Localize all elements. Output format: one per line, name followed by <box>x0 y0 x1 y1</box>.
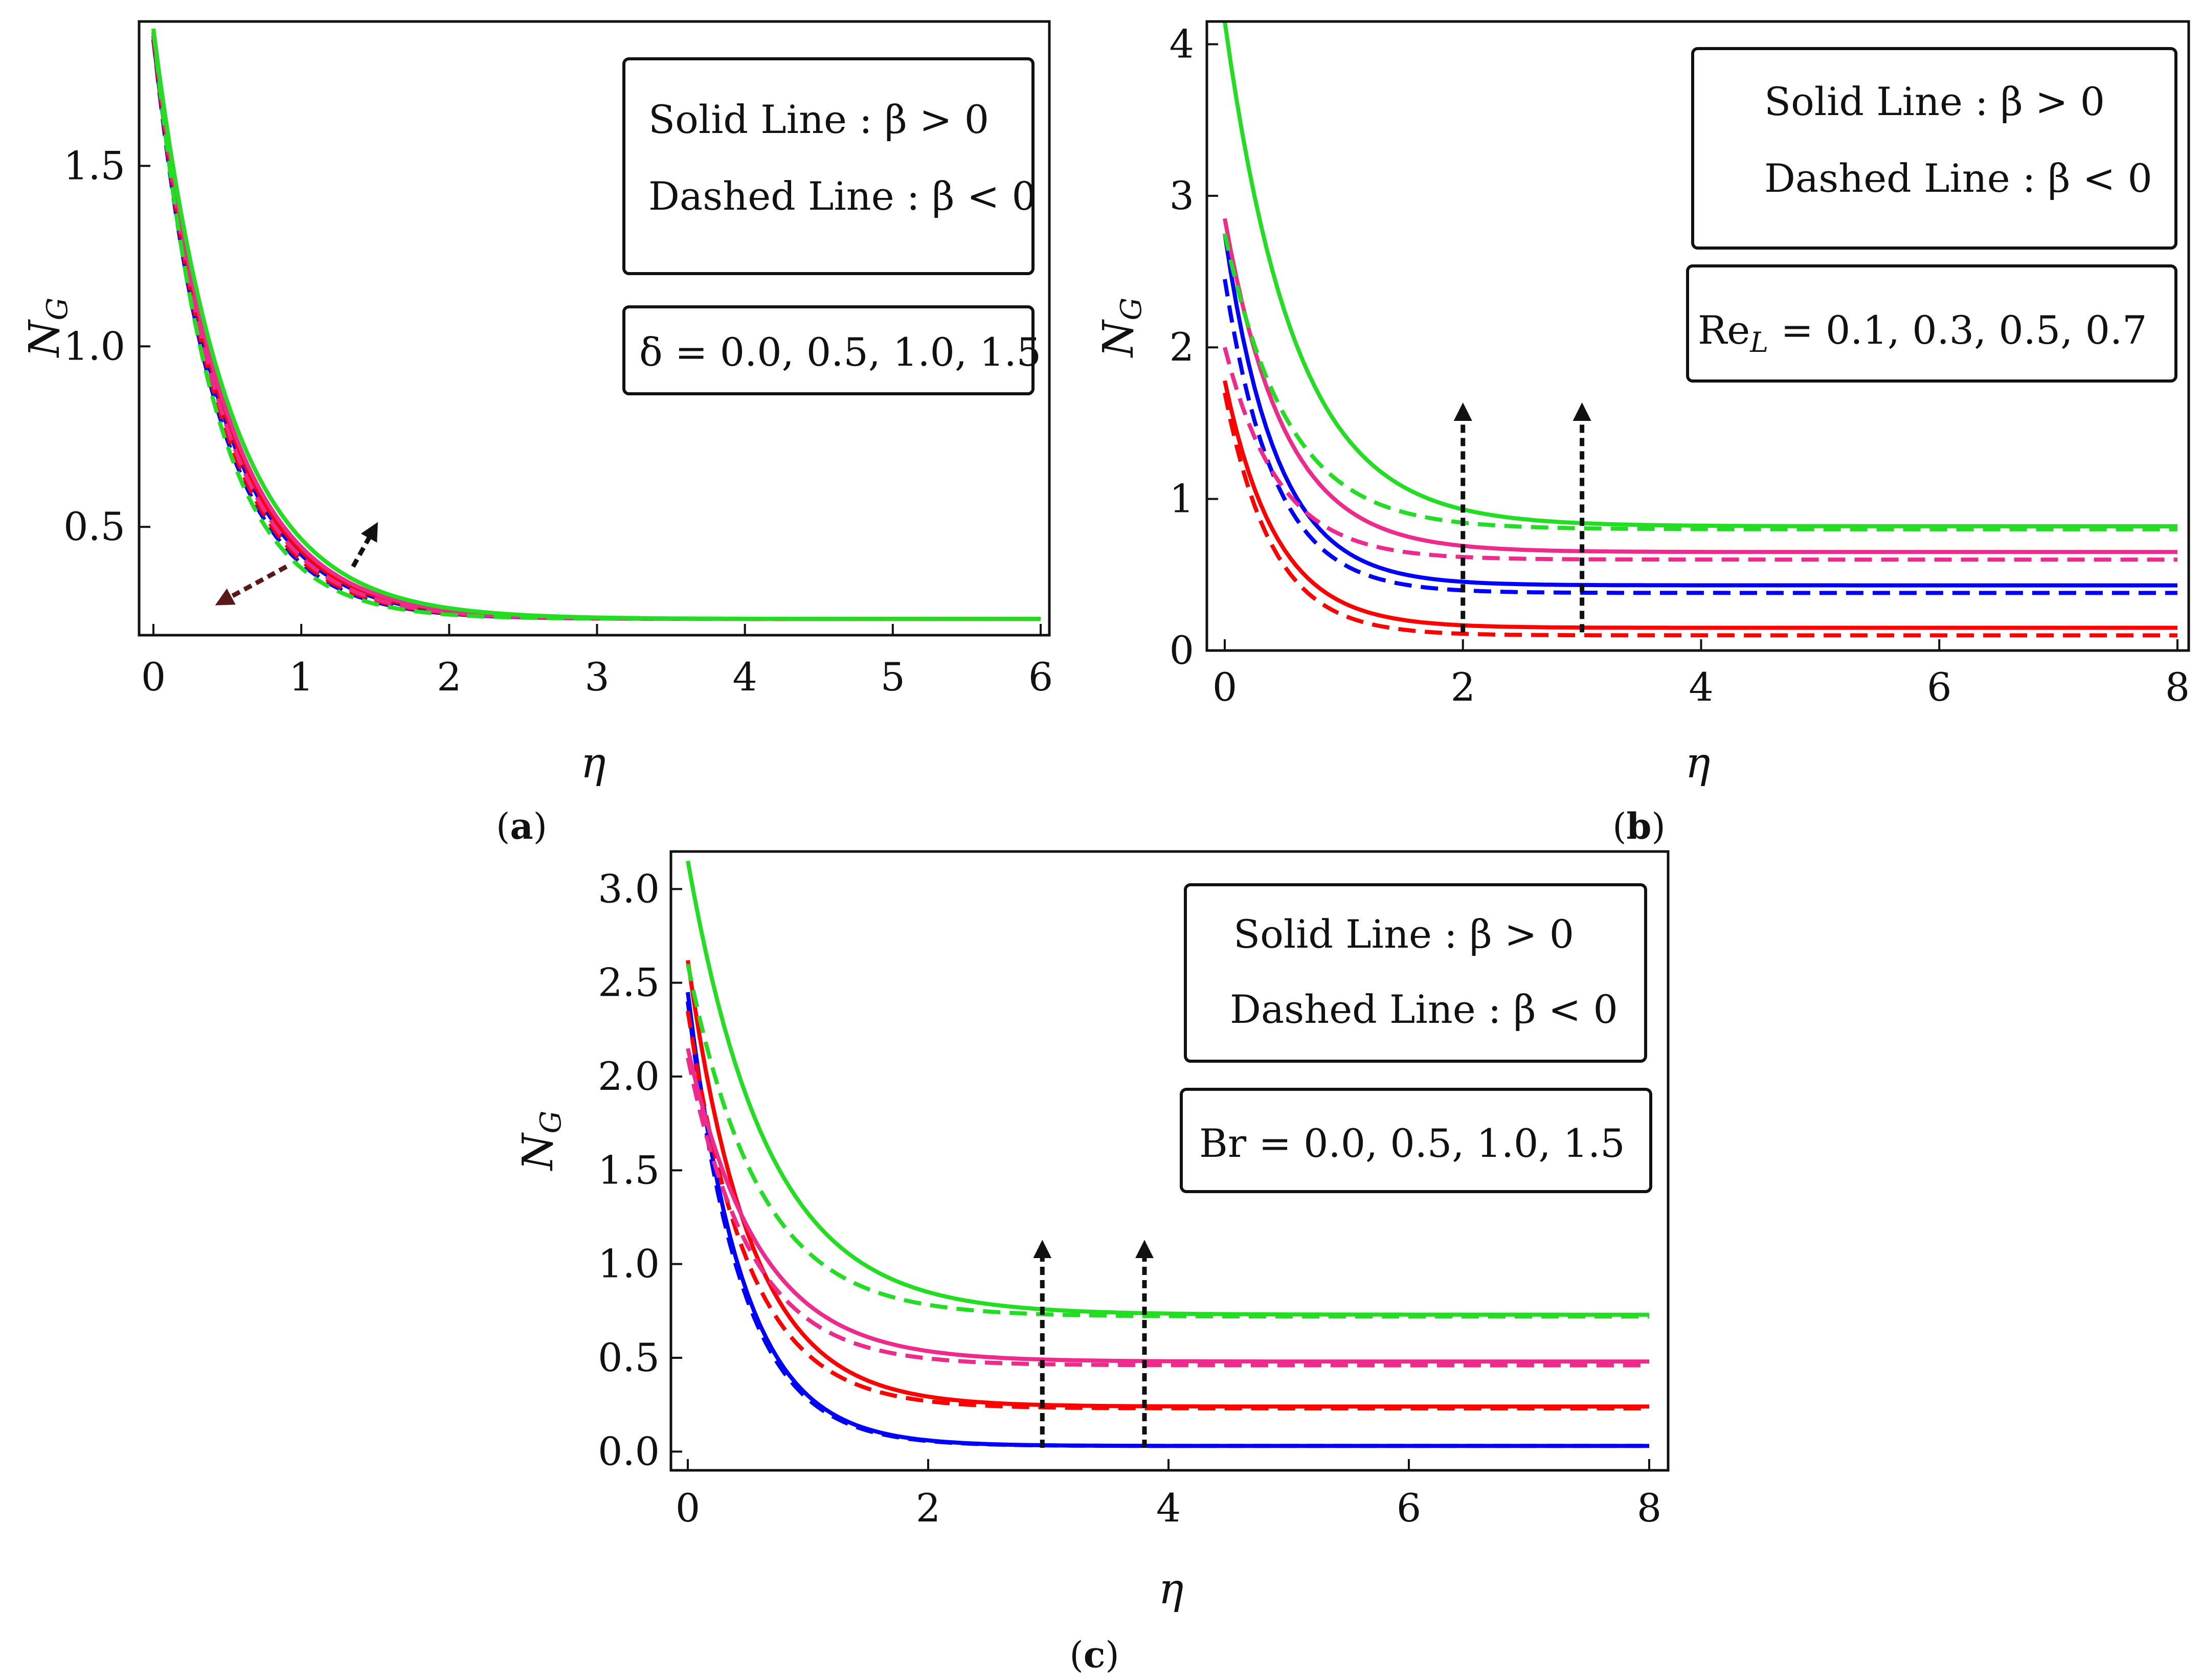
series-layer-a <box>151 28 1041 621</box>
series-line-b-solid <box>1223 218 2177 554</box>
chart-panel-a: 0 1 2 3 4 5 6 0.5 1.0 1.5 η NG Solid Line : β > 0… <box>20 20 1053 847</box>
x-tick-label-a: 4 <box>732 654 757 700</box>
legend-dashed-b: Dashed Line : β < 0 <box>1764 155 2152 201</box>
series-layer-b <box>1223 21 2177 638</box>
arrow-layer-c <box>1033 1240 1154 1448</box>
y-tick-label-b: 3 <box>1170 173 1194 218</box>
legend-solid-c: Solid Line : β > 0 <box>1233 911 1574 957</box>
y-tick-label-b: 4 <box>1170 21 1194 66</box>
legend-box-style-c: Solid Line : β > 0 Dashed Line : β < 0 <box>1184 883 1647 1063</box>
panel-label-c: (c) <box>1069 1633 1119 1676</box>
series-line-a-dashed <box>151 28 1041 621</box>
tick-layer-a: 0 1 2 3 4 5 6 0.5 1.0 1.5 <box>63 143 1053 700</box>
x-axis-label-a: η <box>580 739 605 788</box>
series-line-b-dashed <box>1223 347 2177 562</box>
arrow-layer-b <box>1453 402 1591 633</box>
legend-dashed-a: Dashed Line : β < 0 <box>648 173 1037 219</box>
x-tick-label-a: 3 <box>585 654 609 700</box>
y-axis-label-c: NG <box>514 1111 568 1171</box>
y-tick-label-b: 0 <box>1170 628 1194 673</box>
series-line-b-solid <box>1223 21 2177 528</box>
y-tick-label-c: 0.5 <box>598 1335 660 1380</box>
x-tick-label-c: 2 <box>916 1485 940 1531</box>
x-tick-label-a: 1 <box>289 654 313 700</box>
plot-frame-b <box>1205 20 2190 652</box>
x-tick-label-a: 6 <box>1028 654 1053 700</box>
arrow-layer-a <box>215 522 378 606</box>
x-tick-label-c: 6 <box>1397 1485 1421 1531</box>
y-tick-label-c: 2.5 <box>598 960 660 1005</box>
y-axis-label-a: NG <box>20 298 74 358</box>
y-tick-label-a: 1.5 <box>63 143 125 188</box>
series-line-c-dashed <box>686 1001 1649 1448</box>
trend-arrow-a <box>215 564 288 606</box>
y-tick-label-a: 1.0 <box>63 323 125 369</box>
legend-param-a: δ = 0.0, 0.5, 1.0, 1.5 <box>639 329 1041 375</box>
x-tick-label-a: 0 <box>141 654 166 700</box>
y-axis-label-b: NG <box>1094 298 1148 358</box>
plot-frame-a <box>138 20 1051 637</box>
series-line-b-dashed <box>1223 279 2177 595</box>
series-line-b-solid <box>1223 380 2177 630</box>
series-line-b-dashed <box>1223 233 2177 531</box>
tick-layer-b: 0 2 4 6 8 0 1 2 3 4 <box>1170 21 2190 710</box>
legend-box-param-a: δ = 0.0, 0.5, 1.0, 1.5 <box>622 305 1041 395</box>
series-line-c-solid <box>686 1048 1649 1364</box>
x-tick-label-c: 0 <box>676 1485 700 1531</box>
x-axis-label-c: η <box>1158 1565 1183 1614</box>
tick-layer-c: 0 2 4 6 8 0.0 0.5 1.0 1.5 2.0 2.5 3.0 <box>598 866 1661 1531</box>
panel-label-a: (a) <box>496 805 547 847</box>
panel-label-b: (b) <box>1612 805 1666 847</box>
x-tick-label-b: 8 <box>2165 664 2190 710</box>
x-tick-label-c: 8 <box>1637 1485 1661 1531</box>
legend-box-param-b: ReL = 0.1, 0.3, 0.5, 0.7 <box>1686 264 2177 383</box>
x-tick-label-a: 2 <box>437 654 461 700</box>
series-layer-c <box>686 860 1649 1448</box>
x-tick-label-b: 4 <box>1689 664 1713 710</box>
legend-solid-a: Solid Line : β > 0 <box>648 97 989 142</box>
chart-panel-c: 0 2 4 6 8 0.0 0.5 1.0 1.5 2.0 2.5 3.0 η NG Solid Li… <box>514 850 1670 1676</box>
x-tick-label-a: 5 <box>881 654 905 700</box>
series-line-b-dashed <box>1223 392 2177 638</box>
series-line-c-solid <box>686 960 1649 1409</box>
x-tick-label-b: 0 <box>1212 664 1237 710</box>
y-tick-label-c: 1.0 <box>598 1241 660 1287</box>
legend-solid-b: Solid Line : β > 0 <box>1764 79 2105 124</box>
legend-param-b: ReL = 0.1, 0.3, 0.5, 0.7 <box>1698 307 2147 359</box>
y-tick-label-b: 2 <box>1170 324 1194 370</box>
y-tick-label-c: 1.5 <box>598 1147 660 1193</box>
x-axis-label-b: η <box>1685 739 1710 788</box>
y-tick-label-b: 1 <box>1170 476 1194 522</box>
chart-panel-b: 0 2 4 6 8 0 1 2 3 4 η NG Solid Line : β > 0 Dashe… <box>1094 20 2190 847</box>
x-tick-label-b: 6 <box>1927 664 1951 710</box>
legend-box-style-a: Solid Line : β > 0 Dashed Line : β < 0 <box>622 57 1037 275</box>
y-tick-label-c: 3.0 <box>598 866 660 911</box>
y-tick-label-c: 0.0 <box>598 1428 660 1474</box>
series-line-c-dashed <box>686 964 1649 1319</box>
legend-param-c: Br = 0.0, 0.5, 1.0, 1.5 <box>1199 1121 1625 1166</box>
series-line-c-dashed <box>686 1011 1649 1410</box>
trend-arrow-a <box>351 522 378 568</box>
series-line-b-solid <box>1223 233 2177 588</box>
legend-dashed-c: Dashed Line : β < 0 <box>1230 987 1618 1032</box>
x-tick-label-c: 4 <box>1156 1485 1181 1531</box>
y-tick-label-c: 2.0 <box>598 1054 660 1099</box>
legend-box-param-c: Br = 0.0, 0.5, 1.0, 1.5 <box>1180 1088 1652 1193</box>
x-tick-label-b: 2 <box>1451 664 1475 710</box>
y-tick-label-a: 0.5 <box>63 504 125 549</box>
legend-box-style-b: Solid Line : β > 0 Dashed Line : β < 0 <box>1691 47 2177 250</box>
